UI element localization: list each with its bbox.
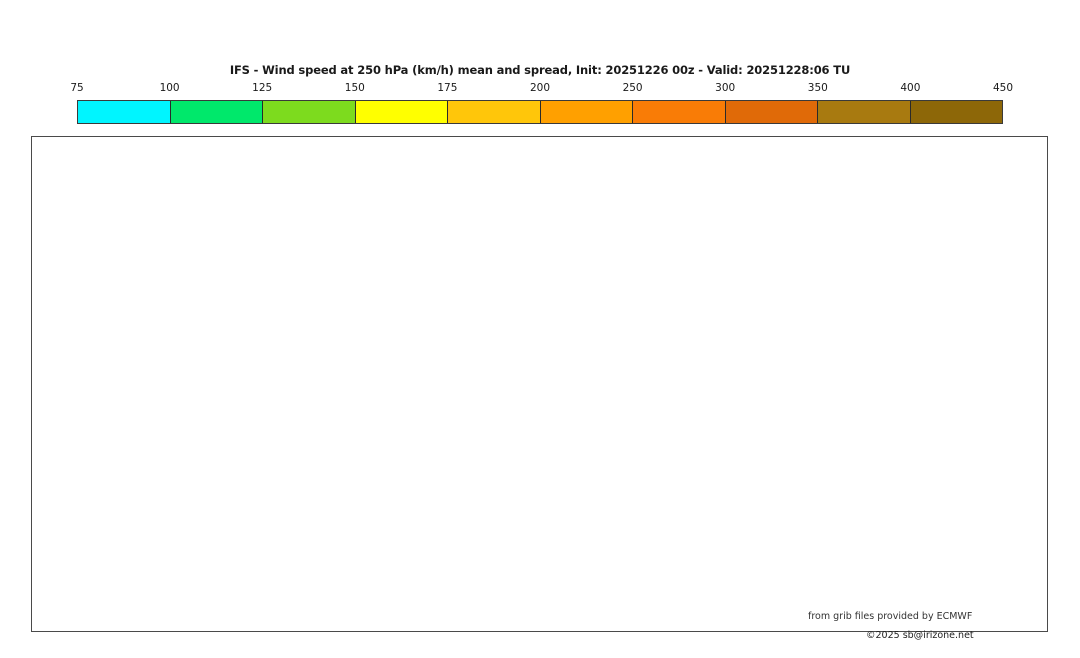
colorbar-tick-350: 350 bbox=[807, 82, 828, 94]
colorbar-tick-labels: 75 100 125 150 175 200 250 300 350 400 450 bbox=[70, 82, 1013, 98]
copyright-credit: ©2025 sb@irizone.net bbox=[866, 630, 974, 641]
colorbar-tick-100: 100 bbox=[159, 82, 180, 94]
colorbar-segment-7 bbox=[725, 101, 818, 123]
colorbar-tick-75: 75 bbox=[70, 82, 84, 94]
colorbar-tick-250: 250 bbox=[622, 82, 643, 94]
colorbar-segment-1 bbox=[170, 101, 263, 123]
colorbar-tick-200: 200 bbox=[529, 82, 551, 94]
colorbar-segment-8 bbox=[818, 101, 911, 123]
colorbar: 75 100 125 150 175 200 250 300 350 400 450 bbox=[70, 82, 1013, 124]
page-title: IFS - Wind speed at 250 hPa (km/h) mean … bbox=[229, 63, 851, 77]
colorbar-tick-300: 300 bbox=[715, 82, 736, 94]
source-credit: from grib files provided by ECMWF bbox=[808, 611, 973, 622]
colorbar-gradient bbox=[77, 100, 1003, 124]
colorbar-tick-175: 175 bbox=[437, 82, 458, 94]
colorbar-segment-6 bbox=[633, 101, 726, 123]
colorbar-segment-5 bbox=[540, 101, 633, 123]
colorbar-tick-150: 150 bbox=[344, 82, 365, 94]
colorbar-segment-0 bbox=[78, 101, 171, 123]
colorbar-segment-3 bbox=[355, 101, 448, 123]
colorbar-tick-125: 125 bbox=[252, 82, 273, 94]
map-panel bbox=[31, 136, 1048, 632]
windspeed-field bbox=[32, 137, 1047, 631]
colorbar-segment-4 bbox=[448, 101, 541, 123]
colorbar-tick-450: 450 bbox=[992, 82, 1014, 94]
colorbar-tick-400: 400 bbox=[900, 82, 921, 94]
colorbar-segment-2 bbox=[263, 101, 356, 123]
colorbar-segment-9 bbox=[910, 101, 1002, 123]
